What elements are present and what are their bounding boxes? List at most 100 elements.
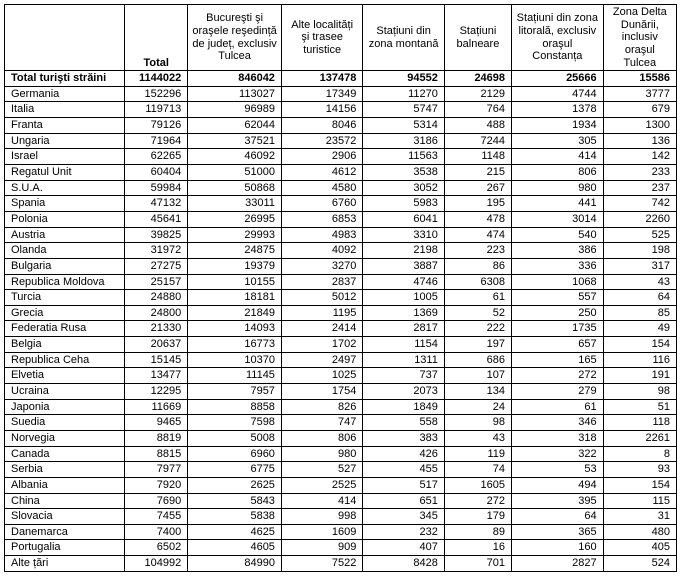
row-label: Spania [5, 196, 125, 212]
col-label [5, 5, 125, 71]
row-label: Canada [5, 446, 125, 462]
cell-value: 13477 [125, 368, 188, 384]
cell-value: 4744 [512, 86, 604, 102]
col-montana: Stațiuni din zona montană [363, 5, 444, 71]
cell-value: 61 [444, 290, 511, 306]
cell-value: 686 [444, 352, 511, 368]
cell-value: 8858 [188, 399, 282, 415]
cell-value: 441 [512, 196, 604, 212]
cell-value: 64 [512, 509, 604, 525]
cell-value: 5838 [188, 509, 282, 525]
cell-value: 517 [363, 477, 444, 493]
cell-value: 10370 [188, 352, 282, 368]
row-label: Germania [5, 86, 125, 102]
cell-value: 455 [363, 462, 444, 478]
col-litorala: Stațiuni din zona litorală, exclusiv ora… [512, 5, 604, 71]
cell-value: 53 [512, 462, 604, 478]
cell-value: 89 [444, 524, 511, 540]
row-label: Belgia [5, 337, 125, 353]
cell-value: 4612 [281, 165, 362, 181]
cell-value: 8428 [363, 556, 444, 572]
cell-value: 336 [512, 258, 604, 274]
cell-value: 104992 [125, 556, 188, 572]
cell-value: 12295 [125, 384, 188, 400]
cell-value: 272 [512, 368, 604, 384]
col-balneare: Stațiuni balneare [444, 5, 511, 71]
cell-value: 3887 [363, 258, 444, 274]
table-row: Regatul Unit604045100046123538215806233 [5, 165, 677, 181]
cell-value: 24 [444, 399, 511, 415]
cell-value: 1934 [512, 118, 604, 134]
col-total: Total [125, 5, 188, 71]
cell-value: 1609 [281, 524, 362, 540]
row-label: Portugalia [5, 540, 125, 556]
cell-value: 478 [444, 211, 511, 227]
cell-value: 3777 [603, 86, 676, 102]
cell-value: 1311 [363, 352, 444, 368]
cell-value: 222 [444, 321, 511, 337]
row-label: Elvetia [5, 368, 125, 384]
cell-value: 1005 [363, 290, 444, 306]
cell-value: 24800 [125, 305, 188, 321]
cell-value: 154 [603, 337, 676, 353]
cell-value: 11145 [188, 368, 282, 384]
cell-value: 62044 [188, 118, 282, 134]
cell-value: 165 [512, 352, 604, 368]
cell-value: 119713 [125, 102, 188, 118]
cell-value: 50868 [188, 180, 282, 196]
cell-value: 2906 [281, 149, 362, 165]
cell-value: 1300 [603, 118, 676, 134]
row-label: Republica Moldova [5, 274, 125, 290]
cell-value: 1754 [281, 384, 362, 400]
cell-value: 747 [281, 415, 362, 431]
table-row: Bulgaria27275193793270388786336317 [5, 258, 677, 274]
row-label: S.U.A. [5, 180, 125, 196]
cell-value: 7920 [125, 477, 188, 493]
cell-value: 395 [512, 493, 604, 509]
cell-value: 1195 [281, 305, 362, 321]
cell-value: 37521 [188, 133, 282, 149]
cell-value: 64 [603, 290, 676, 306]
table-row: Belgia206371677317021154197657154 [5, 337, 677, 353]
cell-value: 94552 [363, 71, 444, 87]
cell-value: 15586 [603, 71, 676, 87]
cell-value: 233 [603, 165, 676, 181]
cell-value: 7522 [281, 556, 362, 572]
cell-value: 195 [444, 196, 511, 212]
cell-value: 7598 [188, 415, 282, 431]
cell-value: 4605 [188, 540, 282, 556]
cell-value: 1605 [444, 477, 511, 493]
cell-value: 59984 [125, 180, 188, 196]
tourism-table: Total Bucureşti şi oraşele reşedință de … [4, 4, 677, 572]
cell-value: 160 [512, 540, 604, 556]
cell-value: 8815 [125, 446, 188, 462]
table-row: Serbia79776775527455745393 [5, 462, 677, 478]
cell-value: 701 [444, 556, 511, 572]
cell-value: 14156 [281, 102, 362, 118]
cell-value: 2625 [188, 477, 282, 493]
row-label: Japonia [5, 399, 125, 415]
table-row: Elvetia13477111451025737107272191 [5, 368, 677, 384]
table-row: Italia119713969891415657477641378679 [5, 102, 677, 118]
row-label: Ungaria [5, 133, 125, 149]
cell-value: 405 [603, 540, 676, 556]
row-label: Grecia [5, 305, 125, 321]
cell-value: 7244 [444, 133, 511, 149]
cell-value: 26995 [188, 211, 282, 227]
row-label: Republica Ceha [5, 352, 125, 368]
cell-value: 29993 [188, 227, 282, 243]
cell-value: 71964 [125, 133, 188, 149]
cell-value: 14093 [188, 321, 282, 337]
cell-value: 557 [512, 290, 604, 306]
cell-value: 152296 [125, 86, 188, 102]
cell-value: 11669 [125, 399, 188, 415]
cell-value: 5843 [188, 493, 282, 509]
cell-value: 15145 [125, 352, 188, 368]
table-row: Suedia9465759874755898346118 [5, 415, 677, 431]
table-row: Republica Ceha15145103702497131168616511… [5, 352, 677, 368]
cell-value: 657 [512, 337, 604, 353]
cell-value: 4983 [281, 227, 362, 243]
cell-value: 237 [603, 180, 676, 196]
row-label: Suedia [5, 415, 125, 431]
row-label: Regatul Unit [5, 165, 125, 181]
